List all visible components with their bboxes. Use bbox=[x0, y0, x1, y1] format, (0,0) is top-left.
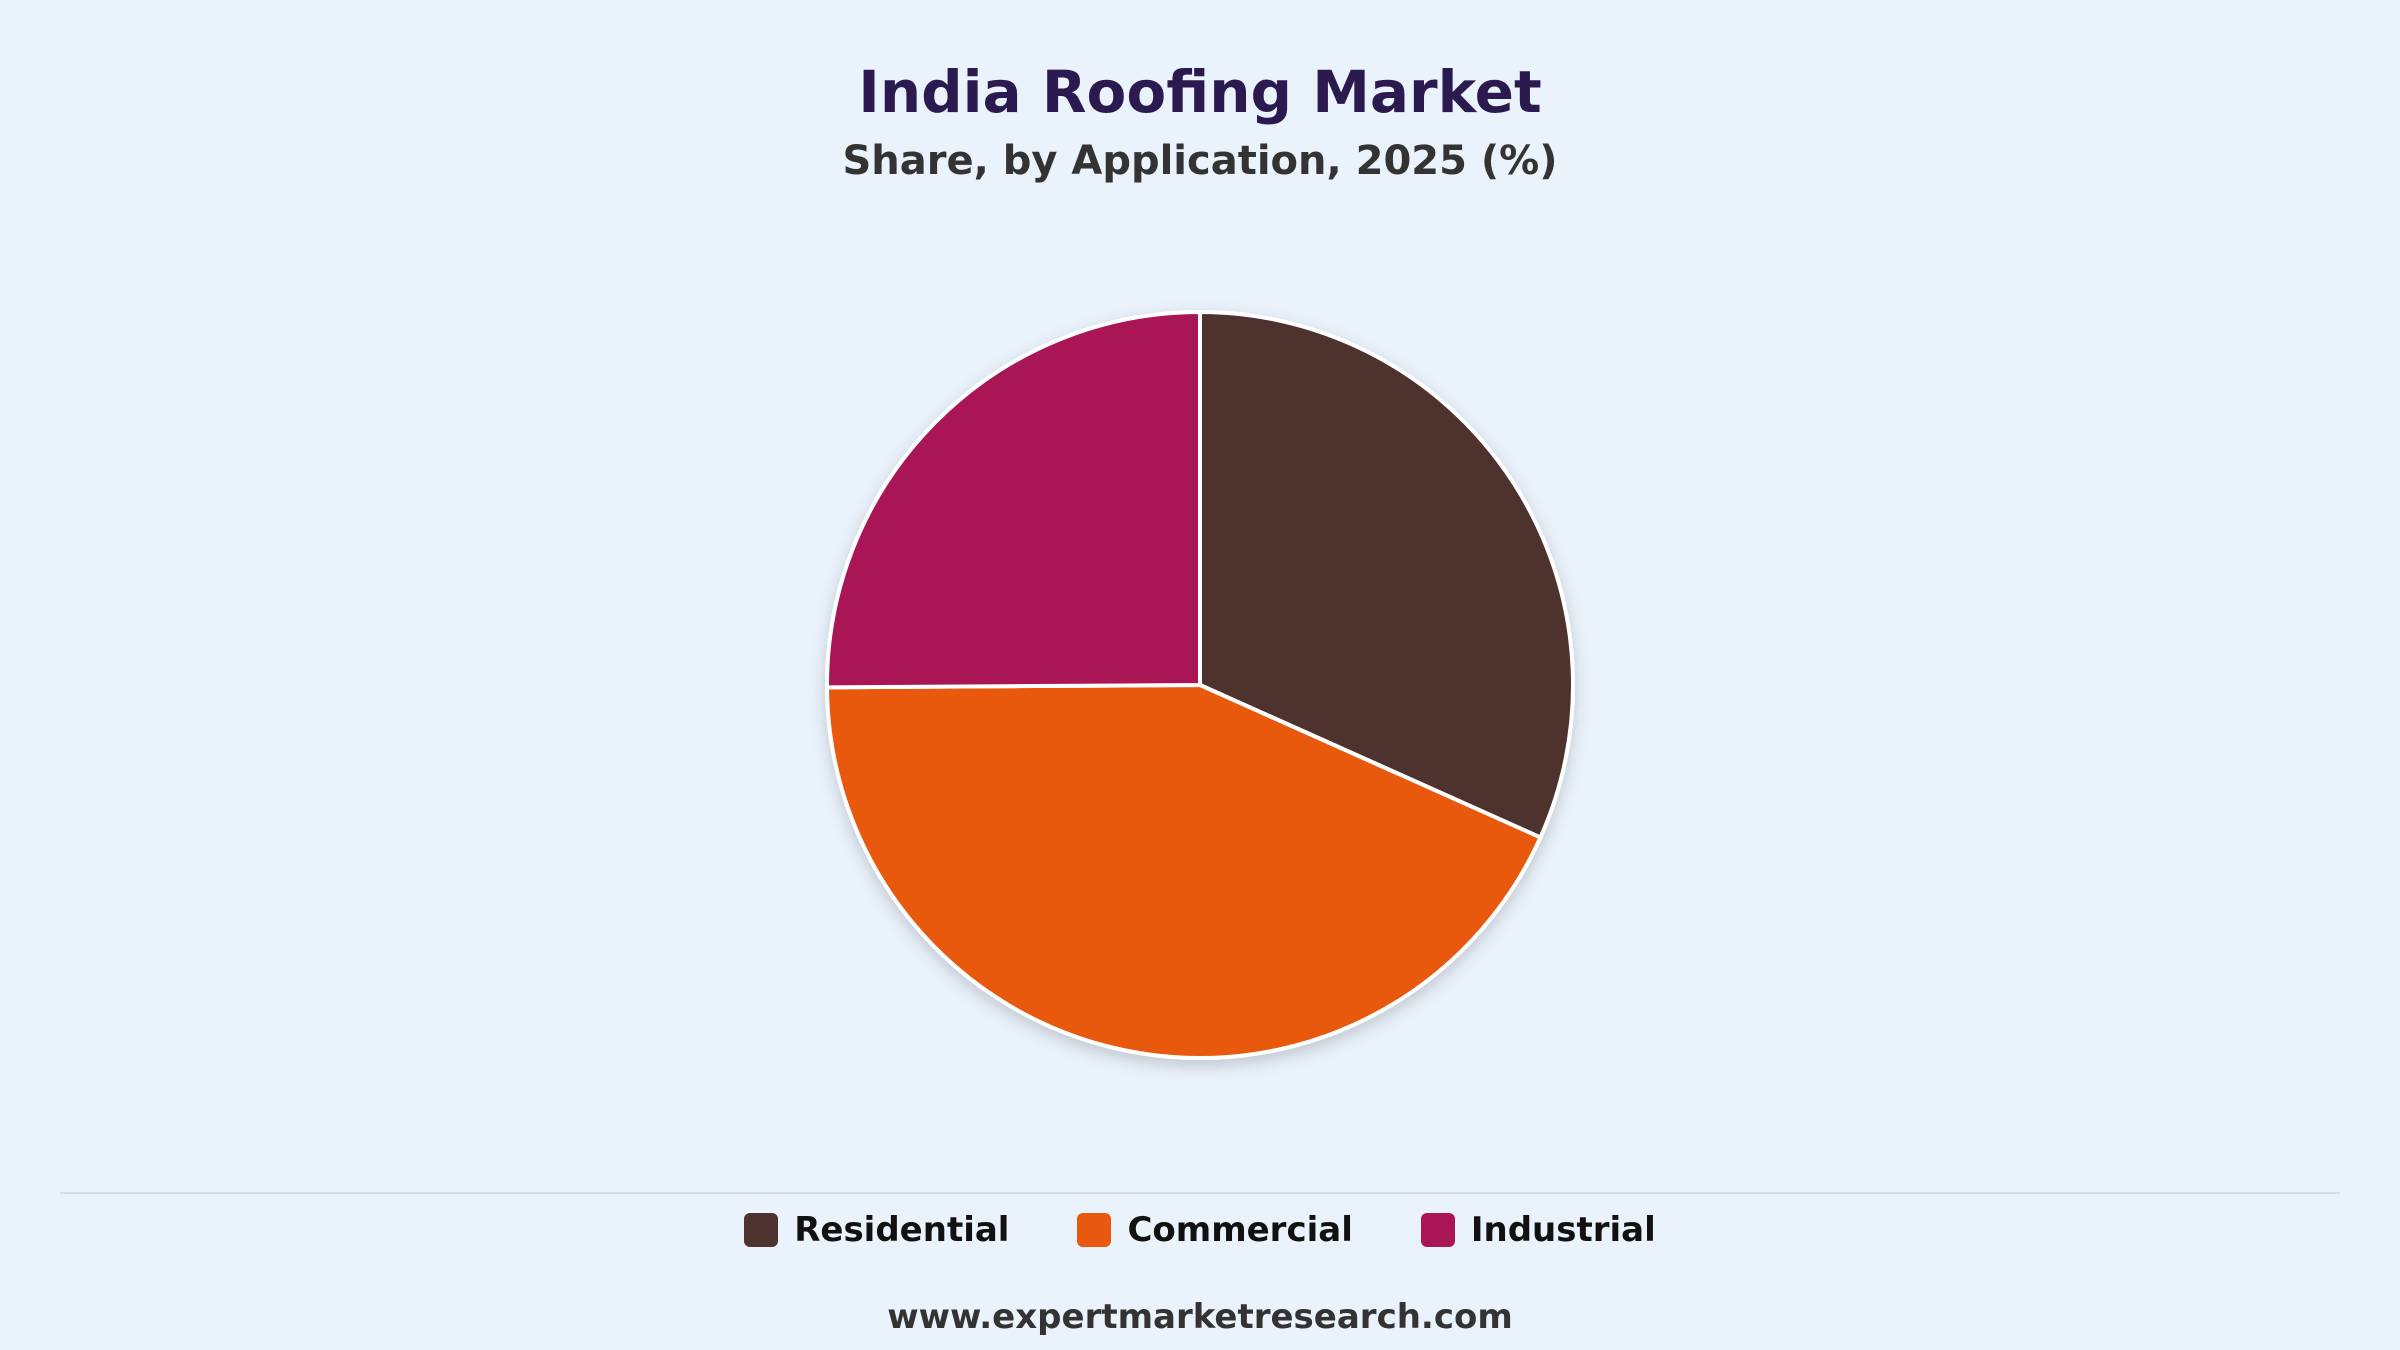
legend-label-residential: Residential bbox=[794, 1210, 1010, 1250]
source-link[interactable]: www.expertmarketresearch.com bbox=[887, 1297, 1513, 1337]
legend-item-residential[interactable]: Residential bbox=[744, 1210, 1009, 1250]
legend-label-commercial: Commercial bbox=[1127, 1210, 1353, 1250]
pie-slice-commercial[interactable] bbox=[825, 683, 1543, 1060]
chart-title: India Roofing Market bbox=[858, 58, 1542, 126]
pie-slice-residential[interactable] bbox=[1198, 310, 1575, 840]
legend-label-industrial: Industrial bbox=[1470, 1210, 1656, 1250]
legend-swatch-commercial bbox=[1077, 1213, 1112, 1247]
legend-item-commercial[interactable]: Commercial bbox=[1077, 1210, 1353, 1250]
legend-swatch-residential bbox=[744, 1213, 779, 1247]
pie-slice-industrial[interactable] bbox=[825, 310, 1202, 690]
legend-divider bbox=[60, 1192, 2340, 1194]
pie-slices bbox=[825, 310, 1575, 1060]
chart-subtitle: Share, by Application, 2025 (%) bbox=[842, 138, 1558, 184]
legend: Residential Commercial Industrial bbox=[0, 1205, 2400, 1255]
legend-swatch-industrial bbox=[1420, 1213, 1455, 1247]
legend-item-industrial[interactable]: Industrial bbox=[1420, 1210, 1656, 1250]
